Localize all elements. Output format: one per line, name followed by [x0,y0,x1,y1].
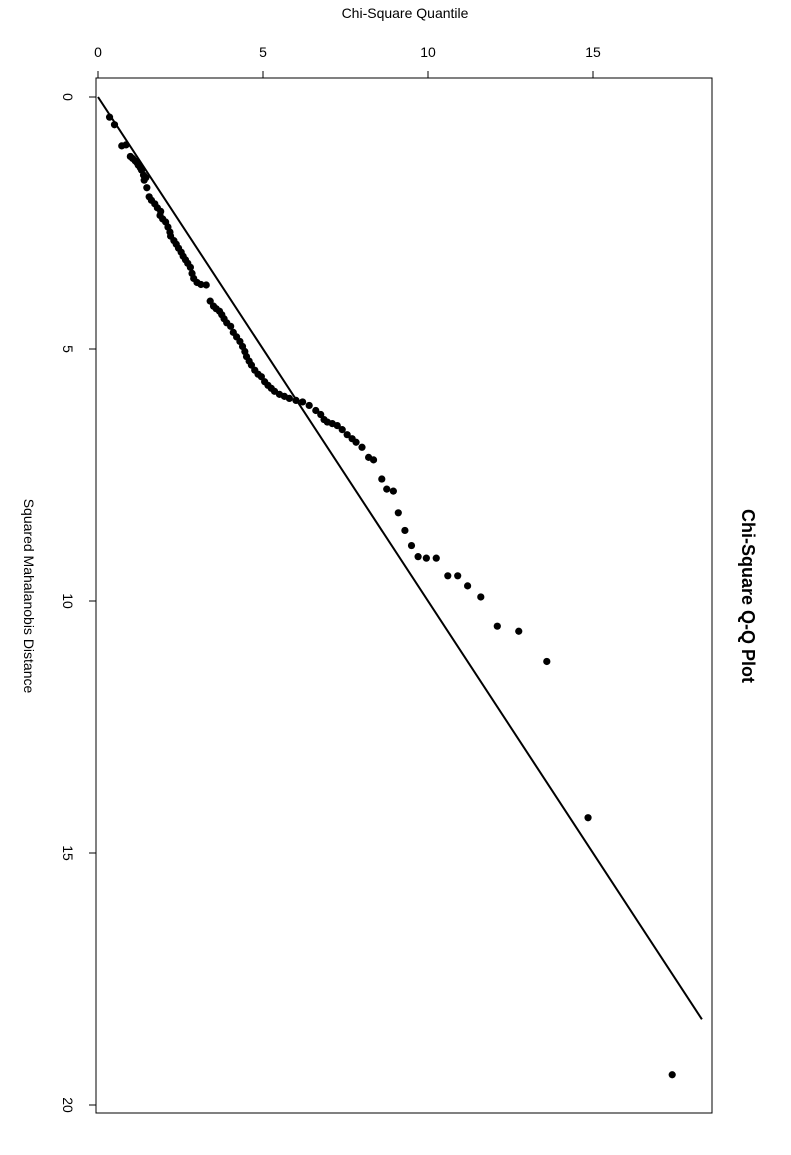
points-layer [105,113,676,1079]
data-point [414,553,422,561]
x-tick-label: 0 [60,93,76,101]
data-point [352,438,360,446]
x-tick-label: 20 [60,1097,76,1113]
data-point [543,657,551,666]
data-point [389,487,397,495]
data-point [477,593,485,601]
data-point [454,572,462,580]
data-point [305,401,313,410]
x-axis: 0 5 10 15 20 [60,93,97,1113]
data-point [378,475,386,483]
data-point [312,406,320,415]
data-point [343,431,351,439]
data-point [401,526,409,535]
data-point [358,443,366,451]
y-axis-title: Chi-Square Quantile [342,5,469,21]
data-point [227,322,235,330]
data-point [515,627,523,635]
x-axis-title: Squared Mahalanobis Distance [21,499,37,694]
data-point [140,176,148,184]
data-point [143,184,151,192]
y-tick-label: 10 [420,44,436,60]
data-point [105,113,114,121]
data-point [444,572,452,580]
data-point [407,541,416,550]
data-point [584,814,592,822]
data-point [197,280,205,289]
y-axis: 0 5 10 15 [94,44,601,79]
data-point [394,509,402,517]
reference-line-layer [97,96,703,1020]
data-point [110,121,119,129]
y-tick-label: 5 [259,44,267,60]
x-tick-label: 10 [60,593,76,609]
y-tick-label: 15 [585,44,601,60]
data-point [432,554,440,562]
x-tick-label: 15 [60,845,76,861]
data-point [292,396,300,405]
data-point [464,582,472,590]
data-point [422,554,430,562]
data-point [668,1071,676,1079]
chart-title: Chi-Square Q-Q Plot [738,509,758,683]
data-point [338,426,346,434]
data-point [285,394,293,402]
data-point [299,398,307,406]
reference-line [97,96,703,1020]
data-point [122,141,130,149]
data-point [369,456,378,464]
data-point [333,422,341,430]
x-tick-label: 5 [60,345,76,353]
y-tick-label: 0 [94,44,102,60]
data-point [383,485,391,493]
data-point [493,622,501,630]
data-point [202,281,210,289]
data-point [186,263,194,271]
